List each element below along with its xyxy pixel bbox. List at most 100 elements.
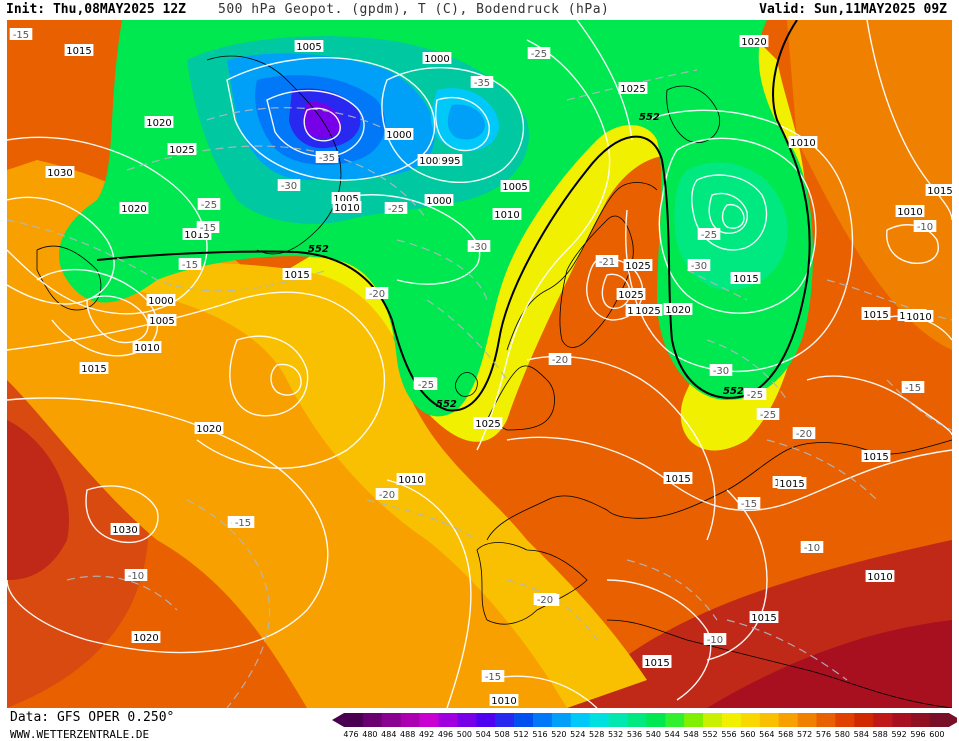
svg-text:1005: 1005 [333,194,358,205]
svg-text:1010: 1010 [790,138,815,149]
temperature-label: -25 [743,388,767,401]
legend-swatch [419,713,439,727]
temperature-label: -21 [595,255,619,268]
legend-value-label: 500 [456,730,473,739]
svg-text:1015: 1015 [665,474,690,485]
map-canvas: 1015 100510001000102010251020102510101005… [7,20,952,708]
legend-swatch [608,713,628,727]
svg-text:1015: 1015 [184,230,209,241]
legend-value-label: 508 [494,730,510,739]
legend-swatch [400,713,420,727]
svg-text:-10: -10 [917,222,933,233]
temperature-label: -15 [178,258,202,271]
pressure-label: 1015 [64,44,94,57]
pressure-label: 1015 [749,611,779,624]
legend-arrow-left [332,713,344,727]
svg-text:1020: 1020 [741,37,766,48]
pressure-label: 1010 [895,205,925,218]
svg-text:1020: 1020 [665,305,690,316]
pressure-label: 1020 [739,35,769,48]
svg-text:1010: 1010 [494,210,519,221]
temperature-label: -25 [414,378,438,391]
temperature-label: -10 [703,633,727,646]
geopotential-label: 552 [723,386,744,397]
geopotential-label: 552 [639,112,660,123]
svg-text:1010: 1010 [334,203,359,214]
legend-value-label: 476 [343,730,359,739]
temperature-label: -20 [365,287,389,300]
pressure-label: 1000 [422,52,452,65]
svg-text:995: 995 [441,156,460,167]
svg-text:1015: 1015 [751,613,776,624]
svg-text:-15: -15 [485,672,501,683]
geopotential-label: 552 [308,244,329,255]
legend-value-label: 600 [929,730,945,739]
temperature-label: -25 [197,198,221,211]
legend-swatch [873,713,893,727]
legend-swatch [362,713,383,727]
pressure-label: 1015 [861,450,891,463]
yellow-orange-band [67,262,647,708]
legend-value-label: 532 [607,730,624,739]
legend-swatch [344,713,364,727]
svg-text:1020: 1020 [196,424,221,435]
legend-swatch [722,713,742,727]
legend-swatch [551,713,572,727]
svg-text:-30: -30 [471,242,487,253]
svg-text:-20: -20 [796,429,812,440]
pressure-label: 1015 [282,268,312,281]
svg-text:1000: 1000 [424,54,449,65]
pressure-label: 1030 [45,166,75,179]
chart-header: Init: Thu,08MAY2025 12Z 500 hPa Geopot. … [0,0,959,20]
svg-text:1015: 1015 [863,452,888,463]
temperature-label: -35 [315,151,339,164]
temperature-label: -20 [792,427,816,440]
pressure-label: 1010 [489,694,519,707]
svg-text:1000: 1000 [426,196,451,207]
website-label: WWW.WETTERZENTRALE.DE [10,728,150,741]
pressure-label: 1010 [788,136,818,149]
temperature-label: -25 [756,408,780,421]
legend-swatch [816,713,836,727]
legend-swatch [703,713,723,727]
pressure-label: 1010 [332,201,362,214]
pressure-label: 1020 [144,116,174,129]
temperature-label: -15 [231,516,255,529]
legend-value-label: 496 [437,730,454,739]
pressure-label: 1005 [294,40,324,53]
pressure-label: 1015 [642,656,672,669]
pressure-label: 1025 [473,417,503,430]
legend-swatch [892,713,912,727]
legend-value-label: 584 [853,730,869,739]
svg-text:1005: 1005 [296,42,321,53]
legend-swatch [570,713,590,727]
color-legend-labels: 476 480 484 488 492 496 500 504 508 512 516 520 524 5… [342,730,948,741]
legend-value-label: 576 [815,730,832,739]
isotherms [7,69,952,708]
legend-value-label: 588 [872,730,888,739]
svg-text:-25: -25 [760,410,776,421]
temperature-label: -25 [697,228,721,241]
legend-value-label: 512 [513,730,529,739]
svg-text:-25: -25 [531,49,547,60]
svg-text:1025: 1025 [169,145,194,156]
svg-text:1000: 1000 [386,130,411,141]
temperature-label: -15 [737,497,761,510]
svg-text:1020: 1020 [146,118,171,129]
svg-text:-15: -15 [200,223,216,234]
svg-text:1030: 1030 [47,168,72,179]
legend-swatch [854,713,874,727]
svg-text:1030: 1030 [112,525,137,536]
legend-value-label: 520 [551,730,567,739]
temperature-label: -30 [709,364,733,377]
legend-value-label: 536 [626,730,643,739]
legend-value-label: 556 [721,730,737,739]
legend-swatch [589,713,609,727]
legend-swatch [759,713,779,727]
svg-text:-35: -35 [474,78,490,89]
temperature-label: -15 [9,28,33,41]
legend-swatch [533,713,553,727]
pressure-label: 1005 [500,180,530,193]
svg-text:1015: 1015 [733,274,758,285]
